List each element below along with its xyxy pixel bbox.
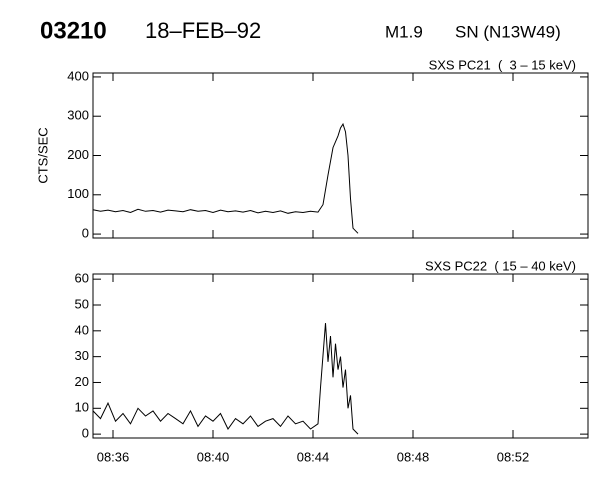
- y-tick-label: 200: [67, 147, 89, 162]
- y-tick-label: 50: [75, 296, 89, 311]
- y-tick-label: 100: [67, 186, 89, 201]
- event-id: 03210: [40, 17, 107, 44]
- x-tick-label: 08:44: [297, 449, 330, 464]
- y-tick-label: 30: [75, 348, 89, 363]
- panel-title: SXS PC22 ( 15 – 40 keV): [425, 258, 576, 273]
- plot-frame: [92, 72, 589, 239]
- y-tick-label: 40: [75, 322, 89, 337]
- y-tick-label: 0: [82, 426, 89, 441]
- x-tick-label: 08:48: [397, 449, 430, 464]
- y-axis-label: CTS/SEC: [35, 127, 50, 183]
- panel-title: SXS PC21 ( 3 – 15 keV): [429, 57, 576, 72]
- flare-location: SN (N13W49): [455, 22, 561, 41]
- flare-class: M1.9: [385, 22, 423, 41]
- x-tick-label: 08:40: [197, 449, 230, 464]
- x-tick-label: 08:52: [497, 449, 530, 464]
- event-date: 18–FEB–92: [145, 18, 261, 43]
- plot-frame: [92, 273, 589, 439]
- y-tick-label: 10: [75, 400, 89, 415]
- x-tick-label: 08:36: [97, 449, 130, 464]
- data-line: [92, 323, 359, 435]
- data-line: [92, 122, 359, 234]
- y-tick-label: 0: [82, 226, 89, 241]
- y-tick-label: 20: [75, 374, 89, 389]
- y-tick-label: 400: [67, 68, 89, 83]
- y-tick-label: 60: [75, 271, 89, 286]
- y-tick-label: 300: [67, 108, 89, 123]
